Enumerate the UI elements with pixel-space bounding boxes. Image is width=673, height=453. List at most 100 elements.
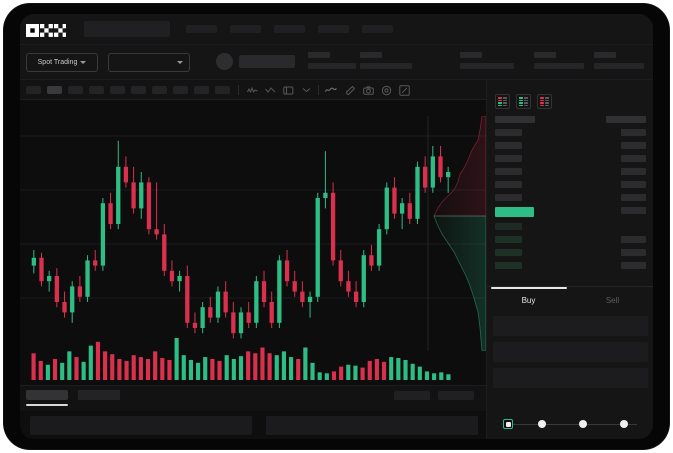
table-row[interactable] <box>621 194 646 201</box>
candle-body <box>169 270 175 282</box>
pair-select[interactable] <box>108 53 190 72</box>
table-row[interactable] <box>495 181 522 188</box>
volume-bar <box>67 351 72 380</box>
trade-tabs: Buy Sell <box>487 286 653 312</box>
app-screen: Spot Trading <box>20 14 653 439</box>
stat-high <box>460 52 514 69</box>
nav-item-5[interactable] <box>362 25 393 33</box>
order-amount-field[interactable] <box>493 342 648 362</box>
timeframe-chip-10[interactable] <box>215 86 230 94</box>
step-4[interactable] <box>620 420 628 428</box>
candle-body <box>300 291 305 302</box>
nav-item-4[interactable] <box>318 25 349 33</box>
price-chart[interactable] <box>20 100 486 385</box>
volume-bar <box>167 359 172 380</box>
candle-body <box>123 166 129 183</box>
order-total-field[interactable] <box>493 368 648 388</box>
table-row[interactable] <box>495 155 522 162</box>
volume-bar <box>446 374 451 380</box>
timeframe-chip-1[interactable] <box>26 86 41 94</box>
bottom-panel-orders[interactable] <box>30 416 252 435</box>
volume-bar <box>410 363 415 380</box>
timeframe-chip-8[interactable] <box>173 86 188 94</box>
step-3[interactable] <box>579 420 587 428</box>
chevron-down-icon[interactable] <box>300 84 312 96</box>
volume-bar <box>432 373 437 380</box>
table-row[interactable] <box>621 249 646 256</box>
order-book-rows[interactable] <box>487 116 653 284</box>
table-row[interactable] <box>495 142 522 149</box>
step-1[interactable] <box>503 419 513 429</box>
timeframe-chip-9[interactable] <box>194 86 209 94</box>
template-icon[interactable] <box>282 84 294 96</box>
okx-logo[interactable] <box>26 23 66 37</box>
chart-gridlines <box>20 135 486 299</box>
chart-footer-tab-1[interactable] <box>26 390 68 400</box>
table-row[interactable] <box>621 236 646 243</box>
stat-volume <box>594 52 644 69</box>
table-row[interactable] <box>621 262 646 269</box>
app-header <box>20 14 653 45</box>
volume-bar <box>188 359 194 380</box>
candle-body <box>407 203 412 219</box>
settings-gear-icon[interactable] <box>380 84 392 96</box>
candle-body <box>47 276 52 282</box>
candle-body <box>346 281 351 292</box>
tab-sell[interactable]: Sell <box>571 287 653 313</box>
bottom-panel-positions[interactable] <box>266 416 478 435</box>
timeframe-chip-5[interactable] <box>110 86 125 94</box>
spot-trading-select[interactable]: Spot Trading <box>26 53 98 72</box>
candle-body <box>438 156 443 178</box>
table-row[interactable] <box>621 129 646 136</box>
volume-bar <box>160 358 165 380</box>
volume-bar <box>346 364 351 380</box>
orderbook-spread-row[interactable] <box>495 207 534 217</box>
table-row[interactable] <box>495 129 522 136</box>
line-chart-icon[interactable] <box>325 84 337 96</box>
nav-item-1[interactable] <box>186 25 217 33</box>
candle-body <box>338 260 343 282</box>
camera-icon[interactable] <box>362 84 374 96</box>
chart-footer-tab-2[interactable] <box>78 390 120 400</box>
drawing-pencil-icon[interactable] <box>344 84 356 96</box>
header-search-bar[interactable] <box>84 21 170 37</box>
table-row[interactable] <box>495 249 522 256</box>
table-row[interactable] <box>495 168 522 175</box>
nav-item-3[interactable] <box>274 25 305 33</box>
order-price-field[interactable] <box>493 316 648 336</box>
table-row[interactable] <box>621 181 646 188</box>
chart-footer-action-2[interactable] <box>438 391 474 400</box>
table-row[interactable] <box>495 194 522 201</box>
orderbook-view-bids[interactable] <box>516 94 531 109</box>
candle-body <box>31 257 36 266</box>
candle-body <box>116 166 121 224</box>
orderbook-view-asks[interactable] <box>537 94 552 109</box>
volume-bar <box>389 357 394 380</box>
table-row[interactable] <box>621 142 646 149</box>
volume-bar <box>260 347 265 380</box>
compare-icon[interactable] <box>264 84 276 96</box>
timeframe-chip-2[interactable] <box>47 86 62 94</box>
candle-body <box>192 322 198 328</box>
timeframe-chip-6[interactable] <box>131 86 146 94</box>
timeframe-chip-7[interactable] <box>152 86 167 94</box>
table-row[interactable] <box>495 262 522 269</box>
indicator-icon[interactable] <box>246 84 258 96</box>
orderbook-view-both[interactable] <box>495 94 510 109</box>
table-row[interactable] <box>621 168 646 175</box>
candle-body <box>415 166 420 219</box>
table-row[interactable] <box>495 223 522 230</box>
timeframe-chip-3[interactable] <box>68 86 83 94</box>
tab-buy[interactable]: Buy <box>487 287 570 313</box>
stat-change <box>360 52 412 69</box>
candle-body <box>399 203 405 214</box>
stat-last-price <box>308 52 356 69</box>
timeframe-chip-4[interactable] <box>89 86 104 94</box>
chart-footer-action-1[interactable] <box>394 391 430 400</box>
fullscreen-icon[interactable] <box>398 84 410 96</box>
step-2[interactable] <box>538 420 546 428</box>
candlestick-chart-canvas <box>20 135 486 380</box>
nav-item-2[interactable] <box>230 25 261 33</box>
table-row[interactable] <box>495 236 522 243</box>
table-row[interactable] <box>621 155 646 162</box>
